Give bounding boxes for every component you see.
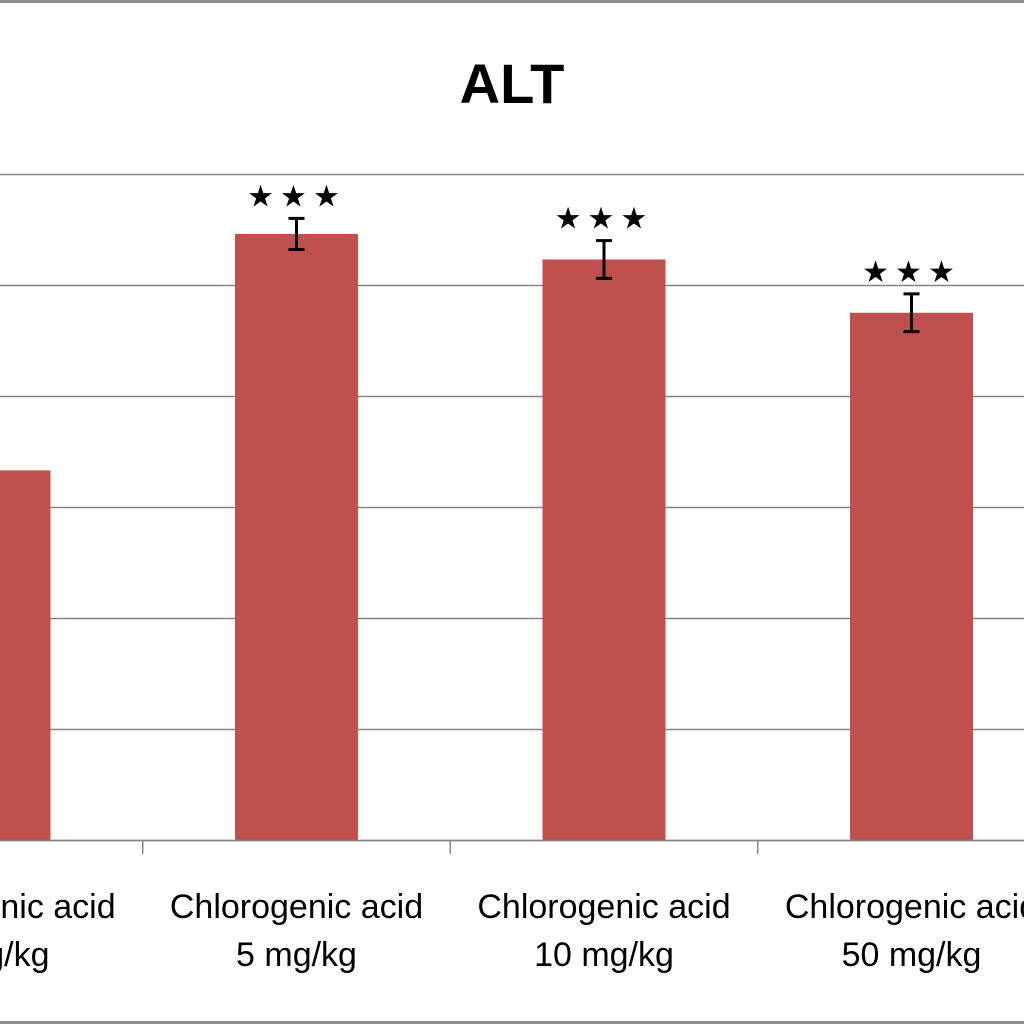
bar (542, 259, 666, 841)
significance-stars: ★★★ (247, 180, 346, 213)
x-tick-label: Chlorogenic acid (477, 888, 730, 926)
x-tick-label: 1 mg/kg (0, 936, 49, 974)
bar (235, 233, 358, 840)
x-axis (0, 839, 1024, 854)
x-tick-label: 50 mg/kg (842, 936, 982, 974)
bar (0, 470, 51, 840)
significance-markers: ★★★ ★★★ ★★★ (247, 180, 961, 289)
x-tick-label: Chlorogenic acid (785, 888, 1024, 926)
chart-border-bottom (0, 1021, 1024, 1024)
chart-title: ALT (460, 52, 565, 115)
x-tick-label: Chlorogenic acid (170, 888, 423, 926)
chart-border-top (0, 0, 1024, 3)
x-tick-label: 10 mg/kg (534, 936, 674, 974)
significance-stars: ★★★ (555, 203, 654, 236)
error-bars (288, 216, 920, 334)
x-tick-label: 5 mg/kg (236, 936, 357, 974)
x-tick-labels: Chlorogenic acid 1 mg/kg Chlorogenic acid 5… (0, 888, 1024, 974)
significance-stars: ★★★ (862, 256, 961, 289)
bar (850, 312, 973, 840)
x-tick-label: Chlorogenic acid (0, 888, 116, 926)
bars (0, 233, 973, 841)
